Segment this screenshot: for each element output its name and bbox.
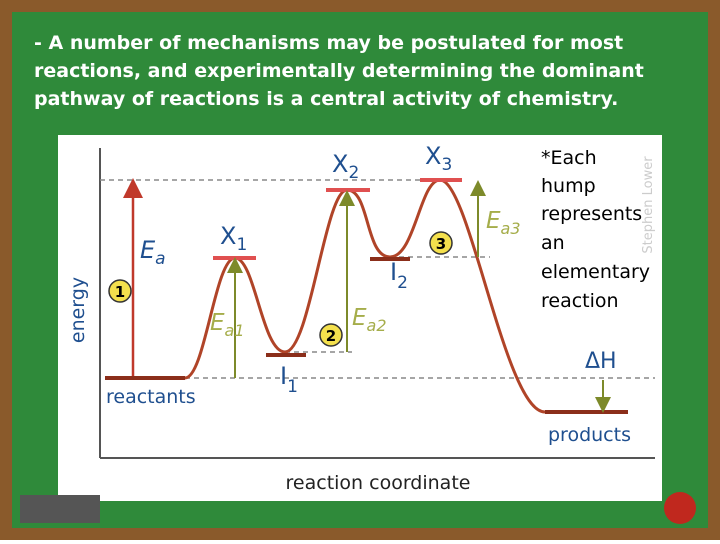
ea-label: Ea [140, 236, 166, 269]
products-label: products [548, 424, 631, 446]
badge-number: 3 [436, 235, 446, 253]
note-line: *Each [541, 147, 597, 169]
heading-line: pathway of reactions is a central activi… [34, 88, 618, 110]
heading: - A number of mechanisms may be postulat… [34, 32, 644, 110]
heading-line: reactions, and experimentally determinin… [34, 60, 644, 82]
reactants-label: reactants [106, 386, 196, 408]
int-base: I [390, 258, 397, 286]
ts-label: X2 [332, 150, 359, 183]
badge-number: 1 [115, 283, 125, 301]
watermark: Stephen Lower [641, 156, 656, 254]
se-base: E [352, 305, 367, 331]
apple-icon [664, 492, 696, 524]
badge-number: 2 [326, 327, 336, 345]
ts-label: X3 [425, 142, 452, 175]
ts-sub: 2 [348, 163, 359, 183]
badge [108, 279, 132, 303]
step-arrows [227, 180, 611, 413]
x-axis-label: reaction coordinate [286, 472, 471, 494]
intermediate-label: I2 [390, 258, 408, 293]
heading-line: - A number of mechanisms may be postulat… [34, 32, 623, 54]
step-energy-label: Ea3 [486, 208, 521, 238]
se-base: E [210, 310, 225, 336]
badge [429, 231, 453, 255]
y-axis-label: energy [67, 277, 89, 343]
ts-base: X [332, 150, 348, 178]
levels [100, 179, 655, 379]
badge [319, 323, 343, 347]
ea-base: E [140, 236, 156, 264]
note-line: represents [541, 203, 642, 225]
labels: energy reaction coordinate reactants pro… [67, 142, 631, 494]
se-base: E [486, 208, 501, 234]
se-sub: a2 [367, 316, 387, 335]
step-energy-label: Ea1 [210, 310, 245, 340]
intermediate-label: I1 [280, 362, 298, 397]
ts-base: X [220, 222, 236, 250]
ts-sub: 1 [236, 235, 247, 255]
int-sub: 2 [397, 273, 408, 293]
se-sub: a3 [501, 219, 521, 238]
books-icon [20, 495, 100, 523]
int-base: I [280, 362, 287, 390]
step-badges: 1 2 3 [108, 231, 453, 347]
note-line: hump [541, 175, 596, 197]
se-sub: a1 [225, 321, 245, 340]
diagram-panel [58, 135, 662, 501]
note: *Each hump represents an elementary reac… [541, 147, 650, 312]
note-line: elementary [541, 261, 650, 283]
ts-sub: 3 [441, 155, 452, 175]
delta-h-label: ΔH [585, 349, 617, 374]
ts-label: X1 [220, 222, 247, 255]
ts-base: X [425, 142, 441, 170]
note-line: an [541, 232, 565, 254]
axes [99, 148, 655, 459]
int-sub: 1 [287, 377, 298, 397]
ea-sub: a [155, 249, 165, 269]
step-energy-label: Ea2 [352, 305, 387, 335]
note-line: reaction [541, 290, 619, 312]
